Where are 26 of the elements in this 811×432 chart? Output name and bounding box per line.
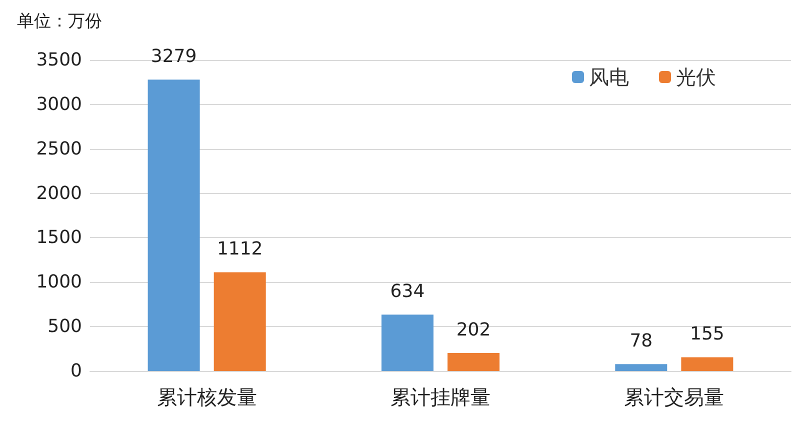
data-label: 1112 — [216, 238, 263, 260]
y-tick-label: 1000 — [36, 272, 82, 293]
data-label: 634 — [390, 281, 425, 302]
data-label: 202 — [456, 320, 491, 341]
bar — [615, 364, 668, 371]
legend-label: 风电 — [589, 65, 629, 89]
y-tick-label: 1500 — [36, 227, 82, 248]
x-tick-label: 累计交易量 — [624, 385, 724, 409]
data-label: 3279 — [150, 46, 197, 68]
bar — [148, 80, 200, 371]
y-tick-label: 2000 — [36, 182, 82, 204]
bar — [448, 353, 500, 371]
x-tick-label: 累计挂牌量 — [390, 385, 490, 409]
bar — [381, 314, 434, 371]
legend-label: 光伏 — [676, 65, 716, 89]
y-tick-label: 2500 — [36, 138, 82, 160]
y-axis-title: 单位：万份 — [17, 12, 102, 32]
bar — [214, 272, 266, 371]
data-label: 78 — [630, 330, 653, 352]
y-tick-label: 500 — [48, 316, 82, 338]
data-label: 155 — [690, 324, 724, 345]
y-tick-label: 3000 — [36, 94, 82, 115]
y-tick-label: 0 — [70, 360, 82, 382]
y-tick-label: 3500 — [36, 50, 82, 70]
x-tick-label: 累计核发量 — [156, 385, 257, 409]
bar — [681, 357, 734, 371]
